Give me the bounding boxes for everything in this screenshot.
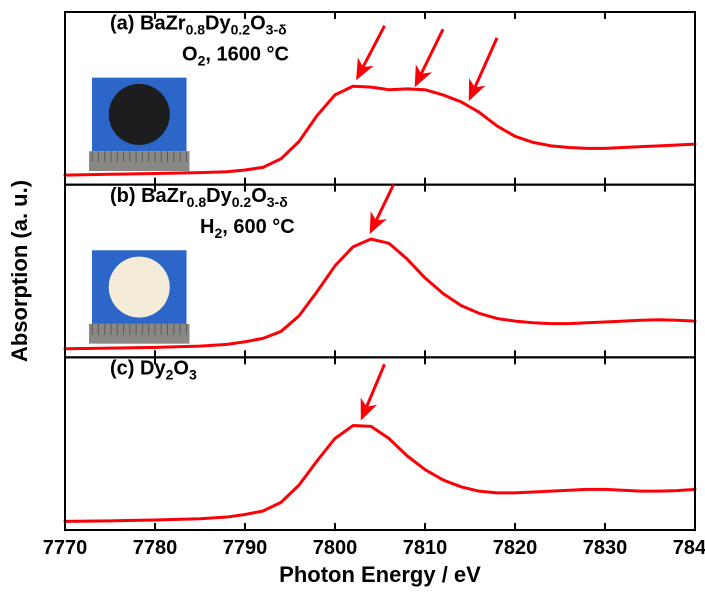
panel-a: (a) BaZr0.8Dy0.2O3-δ O2, 1600 °C [65,12,695,185]
peak-arrow [362,364,385,418]
panel-label: (c) Dy2O3 [110,358,197,383]
sample-inset [89,250,190,343]
x-tick-label: 7800 [313,537,358,559]
panel-frame [65,357,695,530]
peak-arrow [358,26,385,78]
x-tick-label: 7780 [133,537,178,559]
x-axis-label: Photon Energy / eV [279,562,481,587]
absorption-spectra-figure: (a) BaZr0.8Dy0.2O3-δ O2, 1600 °C (b) BaZr0… [0,0,705,600]
panel-label: O2, 1600 °C [182,43,289,68]
panel-label: (a) BaZr0.8Dy0.2O3-δ [110,12,287,37]
inset-pellet [109,257,170,318]
inset-ruler [89,324,190,344]
peak-arrow [371,185,394,232]
y-axis-label: Absorption (a. u.) [7,180,32,362]
panel-c: 7770 7780 7790 7800 7810 7820 7830 7840 (c) Dy2O… [43,357,705,559]
inset-ruler [89,151,190,171]
spectrum-line [65,426,695,522]
panel-label: (b) BaZr0.8Dy0.2O3-δ [110,185,288,210]
x-tick-label: 7770 [43,537,88,559]
x-tick-label: 7820 [493,537,538,559]
sample-inset [89,78,190,171]
peak-arrow [416,29,443,84]
x-tick-label: 7840 [673,537,705,559]
inset-pellet [109,84,170,145]
panel-label: H2, 600 °C [200,216,295,241]
x-tick-label: 7810 [403,537,448,559]
chart-svg: (a) BaZr0.8Dy0.2O3-δ O2, 1600 °C (b) BaZr0… [0,0,705,600]
x-tick-label: 7830 [583,537,628,559]
x-tick-label: 7790 [223,537,268,559]
panel-b: (b) BaZr0.8Dy0.2O3-δ H2, 600 °C [65,185,695,358]
peak-arrow [470,38,497,98]
